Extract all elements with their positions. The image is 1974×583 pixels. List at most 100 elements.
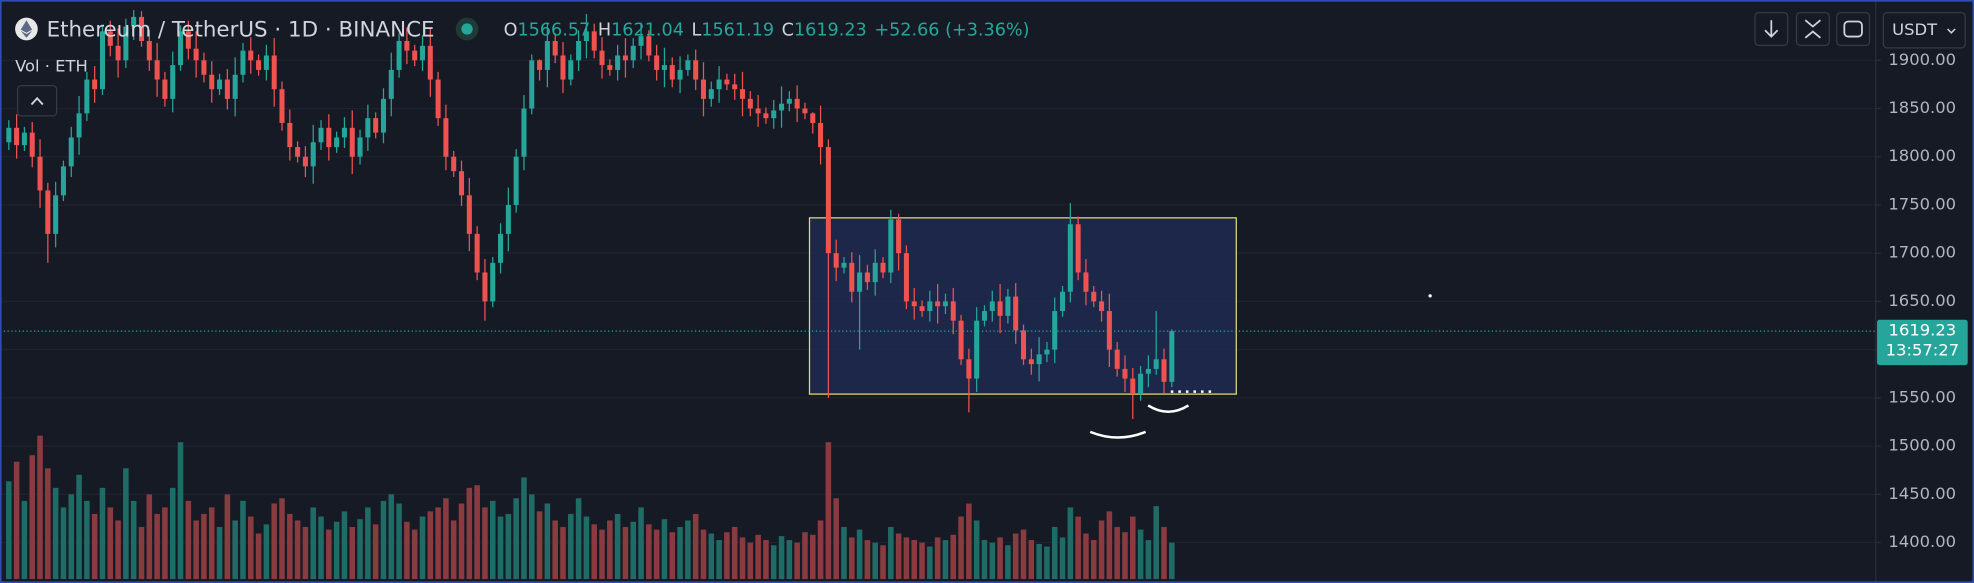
- volume-bar: [365, 507, 371, 580]
- candle-body: [224, 79, 230, 99]
- volume-bar: [833, 498, 839, 580]
- volume-bar: [692, 513, 699, 580]
- drawing-dot[interactable]: [1428, 294, 1432, 298]
- volume-bar: [888, 526, 894, 580]
- candle-body: [911, 301, 917, 307]
- candle-body: [1138, 373, 1144, 394]
- candle-body: [552, 40, 558, 56]
- volume-bar: [1106, 511, 1113, 580]
- volume-bar: [505, 513, 512, 580]
- ohlc-label: O: [504, 20, 518, 40]
- candle-body: [739, 89, 746, 99]
- candle-body: [341, 127, 347, 138]
- volume-bar: [521, 477, 527, 580]
- volume-bar: [1012, 533, 1019, 580]
- collapse-button[interactable]: [16, 85, 58, 117]
- candle-body: [880, 262, 886, 273]
- candle-body: [310, 142, 316, 167]
- volume-bar: [177, 442, 184, 580]
- candle-body: [334, 137, 340, 148]
- candle-body: [131, 16, 137, 27]
- volume-bar: [263, 524, 270, 580]
- volume-bar: [794, 542, 800, 580]
- candle-body: [380, 98, 386, 133]
- candle-body: [1145, 368, 1151, 374]
- drawing-arc[interactable]: [1089, 430, 1147, 439]
- volume-bar: [552, 520, 558, 580]
- volume-bar: [864, 540, 871, 580]
- candle-body: [1067, 224, 1073, 292]
- volume-bar: [84, 500, 90, 580]
- volume-bar: [849, 537, 855, 580]
- candle-body: [193, 48, 199, 61]
- volume-bar: [138, 526, 145, 580]
- volume-bar: [326, 529, 332, 580]
- candle-body: [888, 219, 894, 273]
- fit-button[interactable]: [1795, 12, 1830, 47]
- volume-bar: [193, 520, 199, 580]
- candle-body: [654, 55, 660, 70]
- candle-body: [825, 147, 831, 254]
- volume-bar: [224, 494, 231, 580]
- ohlc-label: H: [598, 20, 611, 40]
- symbol-title[interactable]: Ethereum / TetherUS · 1D · BINANCE: [47, 17, 435, 42]
- candle-body: [529, 60, 535, 109]
- candle-body: [505, 204, 511, 234]
- volume-bar: [716, 540, 722, 580]
- y-tick-label: 1850.00: [1888, 98, 1956, 117]
- volume-bar: [341, 511, 348, 580]
- volume-bar: [622, 526, 629, 580]
- candle-body: [1005, 296, 1011, 316]
- candle-body: [326, 127, 332, 148]
- candle-body: [14, 127, 20, 146]
- candle-body: [1028, 359, 1034, 365]
- reset-icon: [1843, 20, 1863, 38]
- volume-bar: [747, 542, 754, 580]
- candle-body: [989, 301, 995, 312]
- volume-bar: [310, 507, 316, 580]
- price-tag-value: 1619.23: [1889, 321, 1957, 340]
- candle-body: [107, 31, 113, 46]
- candle-body: [724, 79, 730, 85]
- candle-body: [997, 301, 1003, 316]
- candle-body: [981, 311, 987, 321]
- price-tag-countdown: 13:57:27: [1886, 341, 1959, 360]
- candle-body: [60, 166, 66, 196]
- candle-body: [1122, 368, 1128, 379]
- volume-bar: [653, 529, 660, 580]
- candle-body: [583, 31, 589, 41]
- candle-body: [154, 60, 160, 80]
- candle-body: [123, 26, 129, 61]
- volume-bar: [1020, 529, 1027, 580]
- candle-body: [966, 359, 972, 379]
- volume-bar: [685, 520, 691, 580]
- volume-bar: [45, 468, 51, 580]
- candle-body: [373, 118, 379, 133]
- candle-body: [84, 79, 90, 114]
- candle-body: [209, 74, 215, 90]
- y-tick-label: 1500.00: [1888, 436, 1956, 455]
- candle-body: [849, 262, 855, 292]
- currency-dropdown[interactable]: [1882, 12, 1966, 49]
- candle-body: [591, 31, 597, 51]
- drawing-arc[interactable]: [1147, 404, 1190, 413]
- candle-body: [1099, 301, 1105, 312]
- candles: [6, 10, 1175, 420]
- volume-bar: [560, 526, 566, 580]
- volume-bar: [677, 526, 683, 580]
- y-tick-label: 1550.00: [1888, 387, 1956, 406]
- volume-bar: [162, 507, 168, 580]
- volume-bar: [1028, 540, 1035, 580]
- candle-body: [903, 253, 909, 302]
- candle-body: [1130, 378, 1136, 394]
- volume-bar: [60, 507, 67, 580]
- volume-bar: [1130, 516, 1136, 580]
- volume-bar: [802, 532, 808, 580]
- status-dot: [461, 23, 473, 35]
- volume-bar: [380, 500, 387, 580]
- volume-bar: [130, 500, 137, 580]
- ohlc-value: 1566.57: [517, 20, 590, 40]
- ohlc-value: 1619.23: [794, 20, 867, 40]
- candle-body: [1091, 291, 1097, 302]
- reset-button[interactable]: [1836, 12, 1871, 47]
